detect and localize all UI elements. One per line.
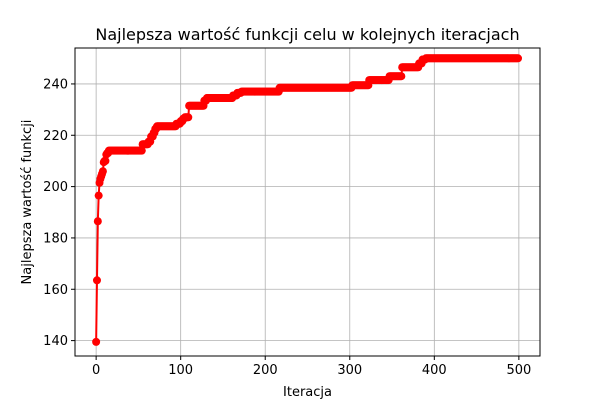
data-point [397,72,406,81]
y-tick-label: 160 [43,283,68,298]
chart-title: Najlepsza wartość funkcji celu w kolejny… [95,25,519,44]
data-point [94,191,103,200]
data-point [93,217,102,226]
series-line [92,54,523,346]
x-tick-label: 300 [337,363,362,378]
data-point [101,156,110,165]
x-tick-label: 100 [168,363,193,378]
x-axis: 0 100 200 300 400 500 [92,356,531,378]
x-tick-label: 400 [422,363,447,378]
data-point [514,54,523,63]
data-point [92,276,101,285]
y-tick-label: 140 [43,334,68,349]
x-axis-label: Iteracja [283,385,332,400]
y-tick-label: 240 [43,77,68,92]
plot-frame [74,47,541,357]
y-axis: 140 160 180 200 220 240 [43,77,75,349]
x-tick-label: 0 [92,363,100,378]
x-tick-label: 500 [506,363,531,378]
y-tick-label: 180 [43,231,68,246]
grid [75,48,540,356]
y-tick-label: 220 [43,129,68,144]
data-point [92,337,101,346]
y-axis-label: Najlepsza wartość funkcji [20,120,35,285]
data-point [137,146,146,155]
data-point [98,167,107,176]
data-point [184,113,193,122]
y-tick-label: 200 [43,180,68,195]
x-tick-label: 200 [253,363,278,378]
